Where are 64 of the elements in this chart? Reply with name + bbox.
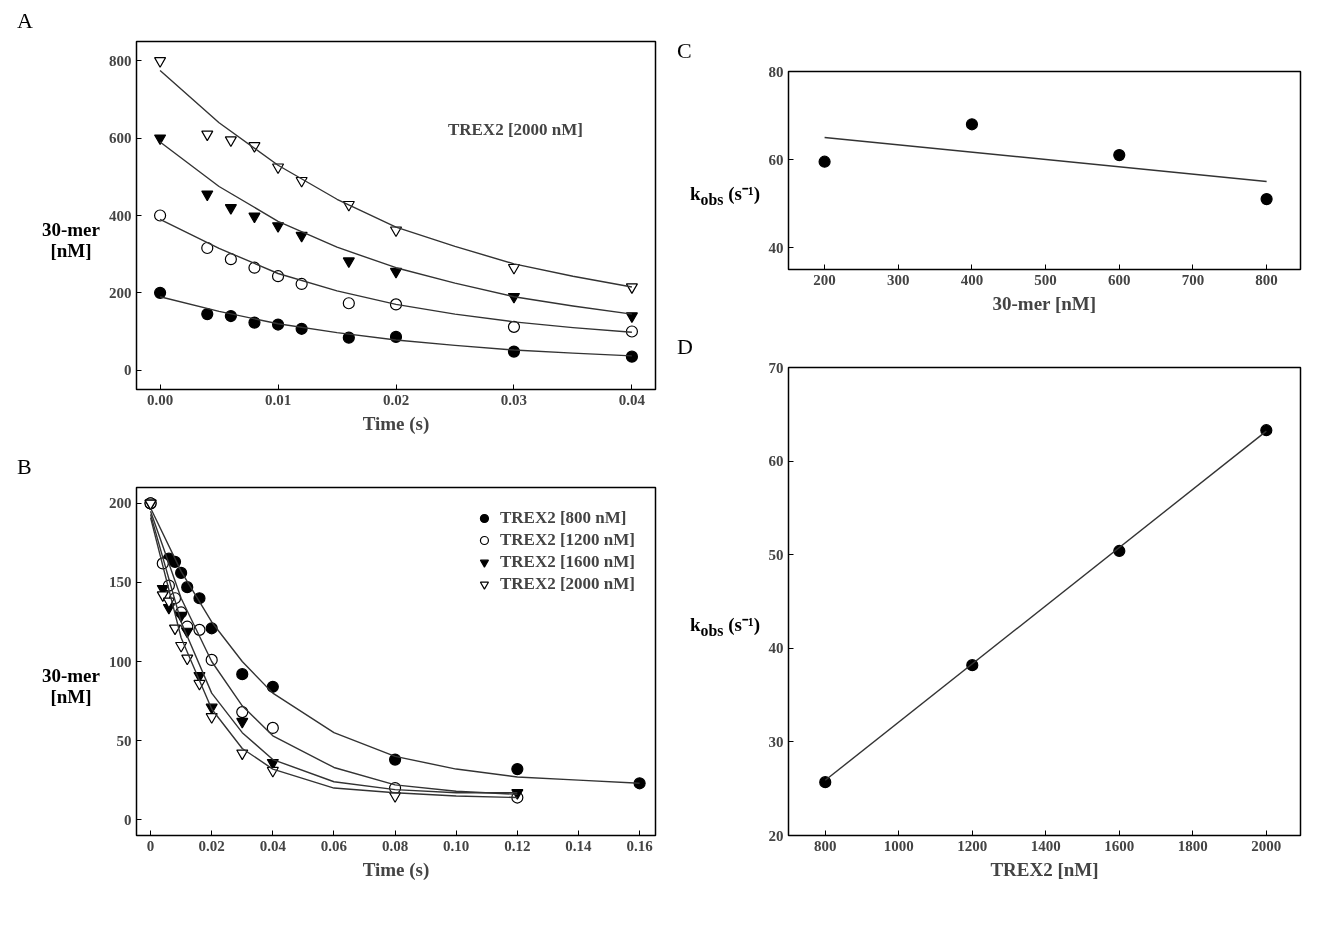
y-tick-label: 20 <box>768 827 784 844</box>
x-tick-label: 200 <box>813 271 836 288</box>
y-tick-label: 200 <box>109 284 132 301</box>
y-tick-label: 60 <box>768 151 784 168</box>
x-tick-label: 0.12 <box>504 837 531 854</box>
x-tick-label: 0.01 <box>264 391 292 408</box>
x-tick-label: 800 <box>1255 271 1278 288</box>
x-tick-label: 0.06 <box>320 837 348 854</box>
x-tick-label: 1600 <box>1104 837 1135 854</box>
y-tick-label: 400 <box>109 207 132 224</box>
x-tick-label: 0.04 <box>618 391 646 408</box>
y-axis-title: k$_{obs}$ (s⁻¹) <box>690 613 760 640</box>
y-tick-label: 50 <box>116 732 132 749</box>
chart-title: D <box>677 333 693 361</box>
y-tick-label: 60 <box>768 453 784 470</box>
x-tick-label: 1000 <box>883 837 914 854</box>
x-axis-title: TREX2 [nM] <box>990 858 1099 880</box>
x-tick-label: 0.02 <box>198 837 225 854</box>
x-tick-label: 0 <box>146 837 155 854</box>
x-tick-label: 0.04 <box>259 837 287 854</box>
x-axis-title: Time (s) <box>362 412 430 435</box>
x-tick-label: 1400 <box>1030 837 1061 854</box>
y-tick-label: 600 <box>109 130 132 147</box>
legend-label: TREX2 [1200 nM] <box>499 529 635 551</box>
y-tick-label: 0 <box>124 811 132 828</box>
x-tick-label: 0.02 <box>382 391 410 408</box>
chart-title: B <box>17 453 32 481</box>
x-tick-label: 0.00 <box>146 391 174 408</box>
y-tick-label: 50 <box>768 546 784 563</box>
chart-title: A <box>17 7 33 35</box>
x-tick-label: 0.10 <box>443 837 470 854</box>
y-tick-label: 100 <box>109 653 132 670</box>
y-tick-label: 800 <box>109 52 132 69</box>
y-tick-label: 200 <box>109 495 132 512</box>
x-tick-label: 0.16 <box>626 837 654 854</box>
annotation: TREX2 [2000 nM] <box>447 119 583 139</box>
y-tick-label: 80 <box>768 63 784 80</box>
chart-title: C <box>677 37 692 65</box>
x-tick-label: 1800 <box>1177 837 1208 854</box>
x-tick-label: 0.14 <box>565 837 593 854</box>
y-tick-label: 40 <box>768 239 784 256</box>
x-tick-label: 800 <box>814 837 837 854</box>
y-tick-label: 0 <box>124 362 132 379</box>
x-axis-title: 30-mer [nM] <box>992 292 1097 314</box>
x-tick-label: 1200 <box>957 837 988 854</box>
y-axis-title: k$_{obs}$ (s⁻¹) <box>690 182 760 209</box>
x-tick-label: 0.03 <box>500 391 528 408</box>
y-tick-label: 70 <box>768 359 784 376</box>
x-tick-label: 300 <box>887 271 910 288</box>
y-tick-label: 150 <box>109 574 132 591</box>
x-axis-title: Time (s) <box>362 858 430 881</box>
y-tick-label: 30 <box>768 733 784 750</box>
x-tick-label: 0.08 <box>381 837 409 854</box>
y-axis-title: 30-mer [nM] <box>41 219 100 262</box>
x-tick-label: 700 <box>1181 271 1205 288</box>
y-tick-label: 40 <box>768 640 784 657</box>
x-tick-label: 400 <box>960 271 984 288</box>
y-axis-title: 30-mer [nM] <box>41 665 100 708</box>
x-tick-label: 2000 <box>1251 837 1282 854</box>
legend-label: TREX2 [1600 nM] <box>499 551 635 573</box>
x-tick-label: 600 <box>1108 271 1131 288</box>
x-tick-label: 500 <box>1034 271 1057 288</box>
legend-label: TREX2 [2000 nM] <box>499 573 635 595</box>
legend-label: TREX2 [800 nM] <box>499 507 627 529</box>
